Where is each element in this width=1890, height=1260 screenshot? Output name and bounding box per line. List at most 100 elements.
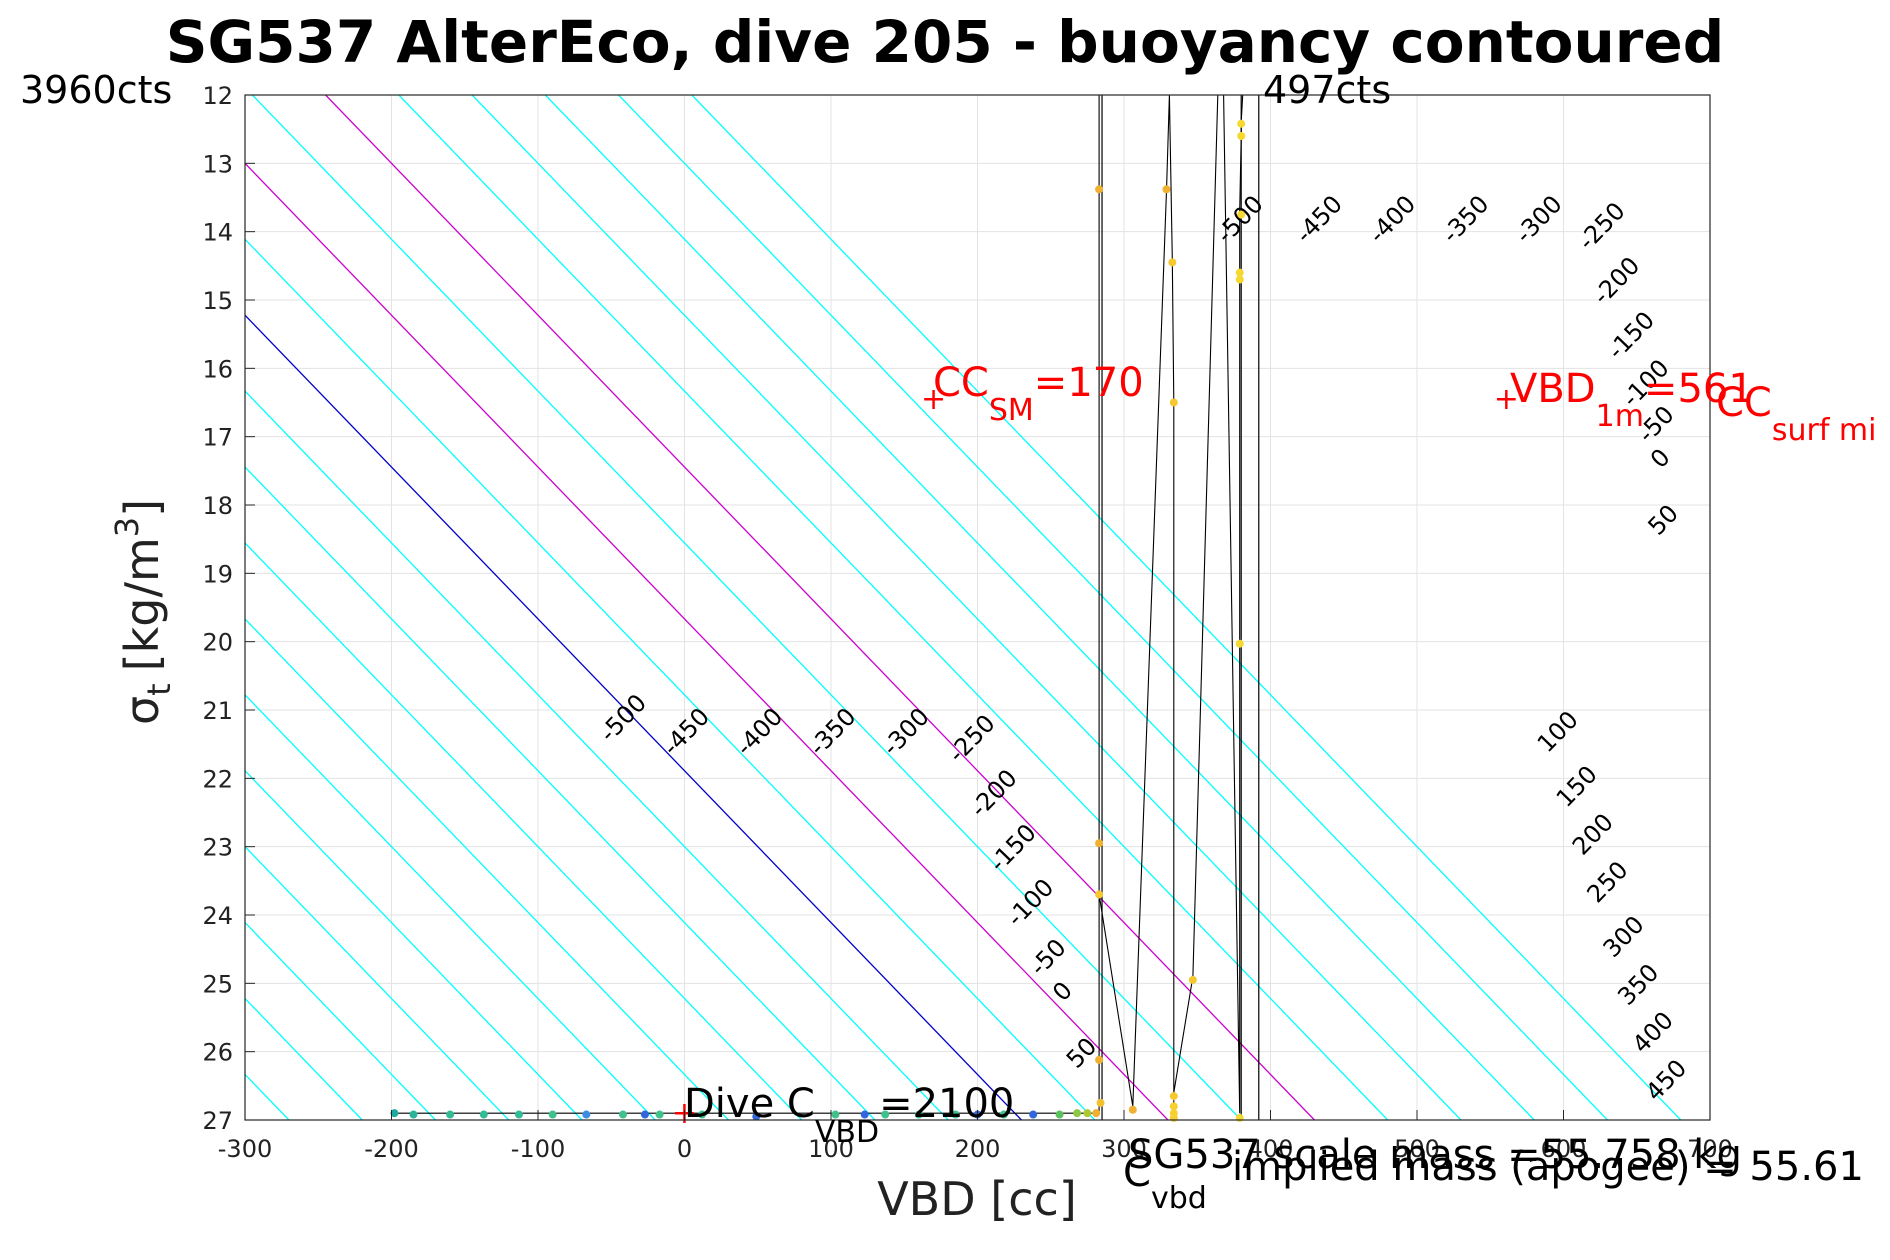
cc-sm-main: CC: [933, 360, 989, 406]
data-point: [1095, 1055, 1104, 1064]
cc-sm-val: =170: [1034, 360, 1144, 406]
y-tick-label: 16: [202, 355, 233, 383]
data-point: [1095, 185, 1104, 194]
y-tick-label: 22: [202, 765, 233, 793]
data-points: [390, 119, 1246, 1122]
data-point: [1169, 1102, 1178, 1111]
data-point: [446, 1110, 455, 1119]
x-tick-label: 300: [1101, 1135, 1147, 1163]
y-tick-label: 27: [202, 1107, 233, 1135]
data-point: [698, 1110, 707, 1119]
data-point: [1095, 839, 1104, 848]
y-axis-ticks: 12 13 14 15 16 17 18 19 20 21 22 23 24 25 26 27: [202, 82, 255, 1135]
data-point: [1235, 268, 1244, 277]
data-point: [548, 1110, 557, 1119]
contour-line: [245, 921, 436, 1120]
data-point: [860, 1110, 869, 1119]
data-point: [1169, 1113, 1178, 1122]
annotation-scale-mass: SG537 scale mass =55.758 kg: [1128, 1132, 1742, 1178]
data-point: [1235, 1113, 1244, 1122]
cc-sm-sub: SM: [989, 393, 1034, 428]
marker: +: [1494, 382, 1519, 417]
data-point: [1188, 975, 1197, 984]
annotation-cc-sm: CCSM=170: [933, 360, 1144, 428]
cc-surf-main: CC: [1716, 380, 1772, 426]
contour-line: [245, 617, 729, 1120]
data-point: [951, 1110, 960, 1119]
data-point: [1168, 258, 1177, 267]
y-tick-label: 25: [202, 970, 233, 998]
data-point: [1162, 185, 1171, 194]
corner-label-left: 3960cts: [20, 68, 172, 112]
dive-c-val: =2100: [879, 1081, 1014, 1127]
corner-label-right: 497cts: [1263, 68, 1391, 112]
y-tick-label: 19: [202, 560, 233, 588]
contour-line: [245, 693, 656, 1120]
reference-vertical-lines: [1101, 95, 1260, 1120]
dive-c-sub: VBD: [815, 1115, 879, 1150]
y-tick-label: 18: [202, 492, 233, 520]
contour-line: [251, 95, 1242, 1120]
data-point: [640, 1110, 649, 1119]
data-point: [1169, 1092, 1178, 1101]
contour-line: [245, 238, 1096, 1120]
vbd-1m-val: =561: [1644, 366, 1754, 412]
x-tick-label: 100: [808, 1135, 854, 1163]
y-tick-label: 21: [202, 697, 233, 725]
data-point: [1169, 398, 1178, 407]
y-tick-label: 23: [202, 834, 233, 862]
data-point: [1029, 1110, 1038, 1119]
cc-surf-sub: surf mi: [1772, 413, 1877, 448]
data-point: [1055, 1110, 1064, 1119]
y-tick-label: 13: [202, 150, 233, 178]
y-label-close: ]: [115, 499, 169, 517]
y-tick-label: 14: [202, 219, 233, 247]
x-tick-label: 500: [1394, 1135, 1440, 1163]
data-point: [655, 1110, 664, 1119]
chart-title: SG537 AlterEco, dive 205 - buoyancy cont…: [166, 8, 1725, 76]
x-tick-label: 600: [1541, 1135, 1587, 1163]
data-point: [409, 1110, 418, 1119]
data-point: [999, 1110, 1008, 1119]
y-tick-label: 24: [202, 902, 233, 930]
annotation-c-vbd: Cvbd: [1123, 1150, 1207, 1216]
c-vbd-main: C: [1123, 1150, 1151, 1196]
data-point: [1237, 132, 1246, 140]
data-point: [881, 1110, 890, 1119]
x-tick-label: 200: [955, 1135, 1001, 1163]
contour-line: [398, 95, 1389, 1120]
x-tick-label: 0: [677, 1135, 692, 1163]
data-point: [618, 1110, 627, 1119]
y-tick-label: 17: [202, 424, 233, 452]
data-point: [1128, 1105, 1137, 1114]
contour-line: [471, 95, 1462, 1120]
contour-line: [544, 95, 1535, 1120]
data-point: [479, 1110, 488, 1119]
data-point: [1083, 1109, 1092, 1118]
y-label-sub: t: [140, 683, 178, 696]
contour-line: [245, 162, 1169, 1120]
x-tick-label: 400: [1248, 1135, 1294, 1163]
x-tick-label: -100: [511, 1135, 565, 1163]
data-point: [1096, 1098, 1105, 1107]
annotation-vbd-1m: VBD1m=561: [1510, 366, 1754, 434]
y-tick-label: 20: [202, 629, 233, 657]
data-point: [1237, 210, 1246, 219]
y-label-units: [kg/m: [115, 537, 169, 671]
y-axis-label: σt [kg/m3]: [108, 499, 178, 725]
data-point: [1237, 119, 1246, 128]
contour-line: [618, 95, 1608, 1120]
data-point: [752, 1112, 761, 1121]
y-label-sigma: σ: [115, 696, 169, 725]
data-point: [1235, 639, 1244, 648]
contour-line: [245, 466, 876, 1120]
marker: +: [921, 382, 946, 417]
vbd-1m-sub: 1m: [1596, 399, 1644, 434]
x-axis-label: VBD [cc]: [877, 1172, 1077, 1226]
data-point: [1073, 1109, 1082, 1118]
y-tick-label: 12: [202, 82, 233, 110]
vbd-1m-main: VBD: [1510, 366, 1596, 412]
contour-line: [245, 845, 510, 1120]
data-point: [1235, 275, 1244, 284]
